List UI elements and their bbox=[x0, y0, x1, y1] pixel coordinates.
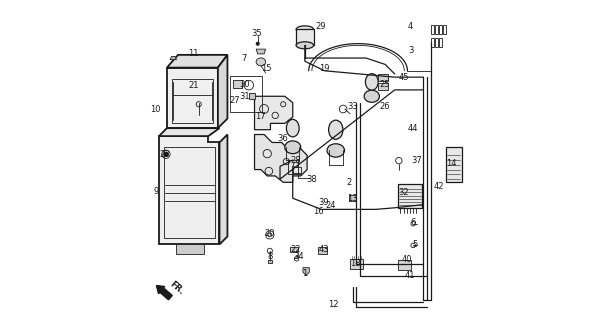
Ellipse shape bbox=[296, 26, 313, 33]
Bar bbox=[439, 25, 442, 34]
Text: 1: 1 bbox=[302, 268, 307, 278]
Polygon shape bbox=[256, 49, 266, 54]
Text: 33: 33 bbox=[347, 102, 358, 111]
Text: FR.: FR. bbox=[168, 279, 186, 296]
Polygon shape bbox=[177, 244, 203, 254]
Text: 24: 24 bbox=[325, 201, 335, 210]
Polygon shape bbox=[159, 128, 219, 136]
Bar bbox=[296, 29, 313, 45]
Bar bbox=[293, 167, 301, 173]
Bar bbox=[348, 195, 356, 201]
Text: 40: 40 bbox=[401, 255, 412, 264]
Ellipse shape bbox=[287, 119, 299, 137]
Text: 2: 2 bbox=[347, 178, 352, 187]
Text: 42: 42 bbox=[433, 182, 444, 191]
Bar bbox=[443, 25, 445, 34]
Text: 41: 41 bbox=[404, 271, 415, 280]
Text: 4: 4 bbox=[408, 22, 413, 31]
Bar bbox=[378, 83, 388, 90]
Bar bbox=[290, 247, 298, 252]
Polygon shape bbox=[255, 134, 307, 182]
Bar bbox=[435, 25, 438, 34]
Bar bbox=[249, 93, 255, 100]
Text: 18: 18 bbox=[351, 259, 361, 268]
Bar bbox=[398, 184, 422, 208]
Text: 14: 14 bbox=[446, 159, 456, 168]
Text: 5: 5 bbox=[413, 240, 418, 249]
Text: 13: 13 bbox=[347, 194, 358, 204]
Text: 12: 12 bbox=[328, 300, 338, 309]
Ellipse shape bbox=[364, 90, 379, 102]
Text: 19: 19 bbox=[319, 64, 329, 73]
Bar bbox=[230, 76, 262, 112]
Text: 25: 25 bbox=[379, 80, 390, 89]
Text: 3: 3 bbox=[408, 46, 413, 55]
Text: 45: 45 bbox=[398, 73, 409, 82]
Text: 35: 35 bbox=[252, 29, 262, 38]
Text: 29: 29 bbox=[315, 22, 326, 31]
Text: 27: 27 bbox=[230, 96, 240, 105]
Text: 16: 16 bbox=[313, 207, 324, 216]
Ellipse shape bbox=[296, 42, 313, 49]
Bar bbox=[435, 38, 438, 47]
Bar bbox=[398, 260, 411, 270]
Bar bbox=[268, 260, 272, 263]
Text: 9: 9 bbox=[154, 188, 159, 196]
Bar bbox=[431, 25, 434, 34]
Polygon shape bbox=[159, 136, 219, 244]
FancyArrow shape bbox=[156, 285, 172, 300]
Polygon shape bbox=[177, 128, 199, 136]
Text: 39: 39 bbox=[319, 197, 329, 206]
Polygon shape bbox=[218, 55, 227, 128]
Text: 38: 38 bbox=[306, 175, 316, 184]
Text: 10: 10 bbox=[150, 105, 160, 114]
Text: 36: 36 bbox=[277, 134, 288, 143]
Polygon shape bbox=[303, 268, 309, 275]
Bar bbox=[350, 260, 364, 269]
Text: 8: 8 bbox=[267, 252, 273, 261]
Text: 32: 32 bbox=[398, 188, 409, 197]
Circle shape bbox=[164, 152, 168, 156]
Polygon shape bbox=[167, 55, 227, 68]
Text: 28: 28 bbox=[290, 156, 301, 165]
Bar bbox=[378, 74, 388, 81]
Polygon shape bbox=[167, 68, 218, 128]
Text: 34: 34 bbox=[293, 252, 304, 261]
Polygon shape bbox=[255, 96, 293, 130]
Ellipse shape bbox=[327, 144, 345, 157]
Text: 37: 37 bbox=[411, 156, 422, 165]
Bar bbox=[445, 147, 462, 182]
Text: 21: 21 bbox=[188, 81, 199, 90]
Text: 15: 15 bbox=[262, 64, 272, 73]
Text: 23: 23 bbox=[159, 150, 170, 159]
Text: 20: 20 bbox=[265, 229, 275, 238]
Text: 44: 44 bbox=[408, 124, 419, 133]
Polygon shape bbox=[233, 80, 243, 88]
Text: 6: 6 bbox=[411, 218, 416, 227]
Text: 30: 30 bbox=[239, 80, 250, 89]
Bar bbox=[318, 247, 327, 254]
Bar bbox=[439, 38, 442, 47]
Polygon shape bbox=[170, 56, 177, 60]
Text: 7: 7 bbox=[241, 53, 247, 62]
Ellipse shape bbox=[285, 141, 301, 154]
Text: 22: 22 bbox=[290, 245, 301, 254]
Text: 43: 43 bbox=[319, 245, 329, 254]
Circle shape bbox=[256, 42, 259, 45]
Text: 17: 17 bbox=[255, 112, 266, 121]
Text: 11: 11 bbox=[188, 49, 199, 58]
Ellipse shape bbox=[329, 120, 343, 139]
Text: 26: 26 bbox=[379, 102, 390, 111]
Text: 31: 31 bbox=[239, 92, 250, 101]
Ellipse shape bbox=[256, 58, 266, 66]
Polygon shape bbox=[219, 134, 227, 244]
Bar bbox=[431, 38, 434, 47]
Ellipse shape bbox=[365, 74, 378, 90]
